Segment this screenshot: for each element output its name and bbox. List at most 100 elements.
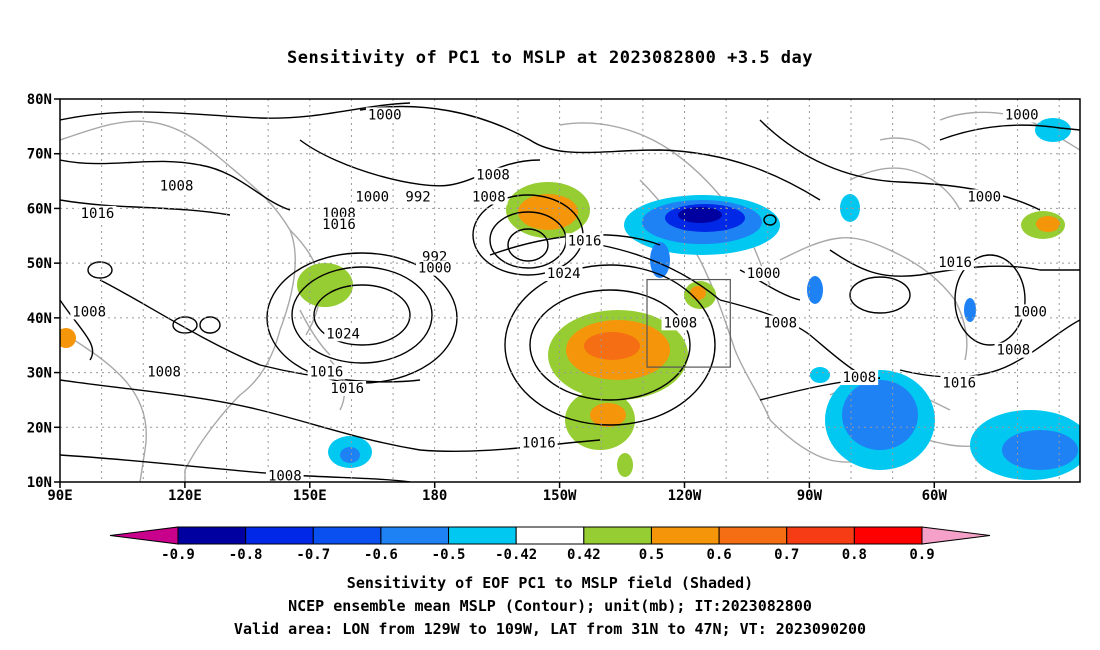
lon-tick-label: 90W <box>797 488 823 504</box>
contour-label: 1008 <box>476 168 510 184</box>
latitude-axis: 80N 70N 60N 50N 40N 30N 20N 10N <box>27 92 60 491</box>
colorbar-swatch <box>786 526 855 545</box>
contour-label: 1000 <box>1013 304 1047 320</box>
colorbar-label: 0.42 <box>567 547 601 563</box>
contour-label: 1000 <box>967 189 1001 205</box>
contour-label-bg <box>415 260 454 276</box>
colorbar-label: -0.5 <box>432 547 466 563</box>
positive-sensitivity-shading <box>60 182 1065 477</box>
contour-label: 1000 <box>1005 107 1039 123</box>
mslp-contours <box>60 102 1080 482</box>
lat-tick-label: 80N <box>27 92 52 108</box>
contour-label: 1008 <box>147 365 181 381</box>
contour-label-bg <box>965 189 1004 205</box>
contour-label-bg <box>353 189 392 205</box>
colorbar-label: -0.9 <box>161 547 195 563</box>
contour-label: 1016 <box>942 376 976 392</box>
colorbar-swatch <box>312 526 382 545</box>
contour-label-bg <box>145 364 183 380</box>
contour-label-bg <box>324 326 362 342</box>
contour-label-bg <box>1011 304 1049 320</box>
contour-label: 992 <box>405 189 430 205</box>
caption-contour: NCEP ensemble mean MSLP (Contour); unit(… <box>288 597 812 615</box>
colorbar-label: 0.9 <box>909 547 934 563</box>
colorbar-label: 0.6 <box>706 547 731 563</box>
lat-tick-label: 40N <box>27 311 52 327</box>
colorbar-label: 0.8 <box>842 547 867 563</box>
contour-label: 1024 <box>547 266 581 282</box>
map-title: Sensitivity of PC1 to MSLP at 2023082800… <box>286 48 813 68</box>
colorbar-high-extension <box>921 526 991 545</box>
lat-tick-label: 10N <box>27 475 52 491</box>
colorbar-swatch <box>650 526 720 545</box>
contour-label: 1000 <box>355 189 389 205</box>
contour-label: 1000 <box>747 266 781 282</box>
contour-label: 1000 <box>368 107 402 123</box>
contour-label-bg <box>320 216 358 232</box>
contour-label: 1008 <box>663 315 697 331</box>
contour-label: 1008 <box>72 304 106 320</box>
lon-tick-label: 60W <box>922 488 948 504</box>
contour-label-bg <box>661 315 700 331</box>
contour-label: 1008 <box>160 179 194 195</box>
contour-label-bg <box>744 266 783 282</box>
lat-tick-label: 30N <box>27 366 52 382</box>
lat-tick-label: 60N <box>27 201 52 217</box>
map-frame <box>59 98 1081 483</box>
colorbar-label: -0.6 <box>364 547 398 563</box>
lon-tick-label: 150E <box>293 488 327 504</box>
colorbar-label: 0.5 <box>639 547 664 563</box>
colorbar-swatch <box>177 526 247 545</box>
contour-label: 1008 <box>472 189 506 205</box>
colorbar-label: -0.7 <box>296 547 330 563</box>
contour-label-bg <box>936 255 974 271</box>
contour-label-bg <box>519 435 558 451</box>
colorbar-swatch <box>245 526 314 545</box>
contour-label-bg <box>840 370 879 386</box>
contour-label: 1024 <box>326 326 360 342</box>
contour-label: 1008 <box>997 343 1031 359</box>
contour-label: 1016 <box>322 217 356 233</box>
contour-label: 1016 <box>330 381 364 397</box>
contour-label-bg <box>307 364 346 380</box>
caption-shading: Sensitivity of EOF PC1 to MSLP field (Sh… <box>346 574 754 592</box>
contour-label-bg <box>544 266 583 282</box>
contour-label-bg <box>328 380 367 396</box>
contour-label: 1008 <box>268 469 302 485</box>
contour-label: 1016 <box>938 255 972 271</box>
colorbar: -0.9 -0.8 -0.7 -0.6 -0.5 -0.42 0.42 0.5 0.6 0.7 0.… <box>109 526 991 563</box>
contour-label-bg <box>157 178 196 194</box>
colorbar-label: -0.8 <box>229 547 263 563</box>
contour-label-bg <box>474 167 512 183</box>
contour-label: 1000 <box>418 261 452 277</box>
colorbar-low-extension <box>109 526 179 545</box>
contour-label: 1016 <box>568 233 602 249</box>
lon-tick-label: 180 <box>422 488 447 504</box>
contour-label-bg <box>761 315 800 331</box>
contour-label-bg <box>365 107 404 123</box>
contour-label-bg <box>266 468 304 482</box>
caption-valid-area: Valid area: LON from 129W to 109W, LAT f… <box>233 620 867 638</box>
colorbar-label: 0.7 <box>774 547 799 563</box>
lon-tick-label: 120W <box>668 488 702 504</box>
colorbar-swatch <box>448 526 517 545</box>
contour-label-bg <box>470 189 508 205</box>
colorbar-swatch <box>718 526 788 545</box>
colorbar-swatch <box>583 526 652 545</box>
colorbar-swatch <box>515 526 585 545</box>
colorbar-swatch <box>380 526 450 545</box>
contour-label: 1016 <box>310 365 344 381</box>
colorbar-swatch <box>853 526 923 545</box>
lat-tick-label: 50N <box>27 256 52 272</box>
graticule-grid <box>60 99 1080 482</box>
contour-label-bg <box>403 189 433 205</box>
contour-label: 1008 <box>842 370 876 386</box>
lat-tick-label: 20N <box>27 420 52 436</box>
contour-label: 1016 <box>522 436 556 452</box>
contour-label-bg <box>70 304 108 320</box>
contour-label: 1008 <box>763 315 797 331</box>
contour-label-bg <box>940 375 979 391</box>
